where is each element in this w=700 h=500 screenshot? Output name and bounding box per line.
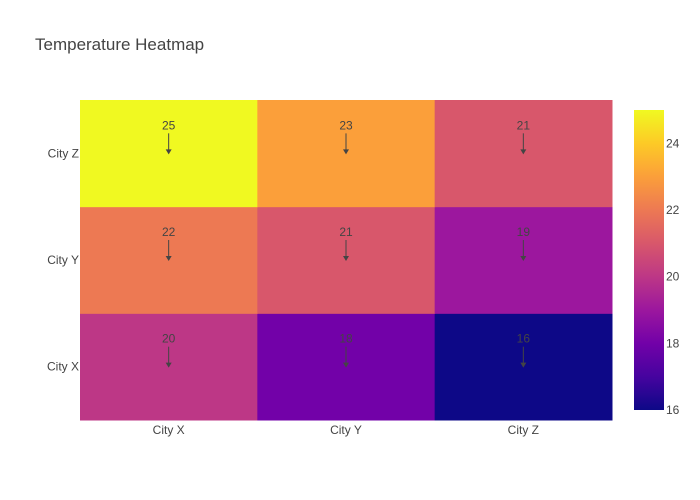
colorbar: 16 18 20 22 24 [634, 110, 680, 417]
y-tick-label: City Y [47, 253, 79, 267]
annotation-text: 21 [339, 225, 353, 239]
colorbar-tick-label: 16 [666, 403, 680, 417]
annotation-arrow-head [343, 362, 349, 368]
annotation-arrow-head [165, 362, 172, 368]
annotation-layer: 20 18 16 22 21 19 25 23 21 [162, 118, 531, 368]
y-tick-label: City X [47, 360, 79, 374]
annotation-arrow-head [343, 149, 349, 155]
colorbar-tick-label: 22 [666, 203, 680, 217]
annotation-text: 20 [162, 332, 176, 346]
annotation-text: 22 [162, 225, 176, 239]
annotation-text: 19 [517, 225, 531, 239]
annotation-arrow-head [520, 362, 527, 368]
annotation-text: 25 [162, 118, 176, 132]
colorbar-gradient [634, 110, 664, 410]
x-tick-label: City Y [330, 423, 362, 437]
x-tick-label: City X [153, 423, 185, 437]
x-axis: City X City Y City Z [153, 423, 539, 437]
x-tick-label: City Z [508, 423, 539, 437]
colorbar-tick-label: 18 [666, 336, 680, 350]
annotation-text: 18 [339, 332, 353, 346]
annotation-arrow-head [520, 149, 527, 155]
colorbar-tick-label: 24 [666, 136, 680, 150]
y-tick-label: City Z [48, 146, 79, 160]
annotation-arrow-head [520, 256, 527, 261]
colorbar-tick-label: 20 [666, 270, 680, 284]
annotation-text: 16 [517, 332, 531, 346]
annotation-arrow-head [165, 149, 172, 155]
chart-title: Temperature Heatmap [35, 35, 204, 54]
annotation-arrow-head [165, 256, 172, 261]
annotation-arrow-head [343, 256, 349, 261]
annotation-text: 23 [339, 118, 353, 132]
y-axis: City X City Y City Z [47, 146, 79, 373]
annotation-text: 21 [517, 118, 531, 132]
